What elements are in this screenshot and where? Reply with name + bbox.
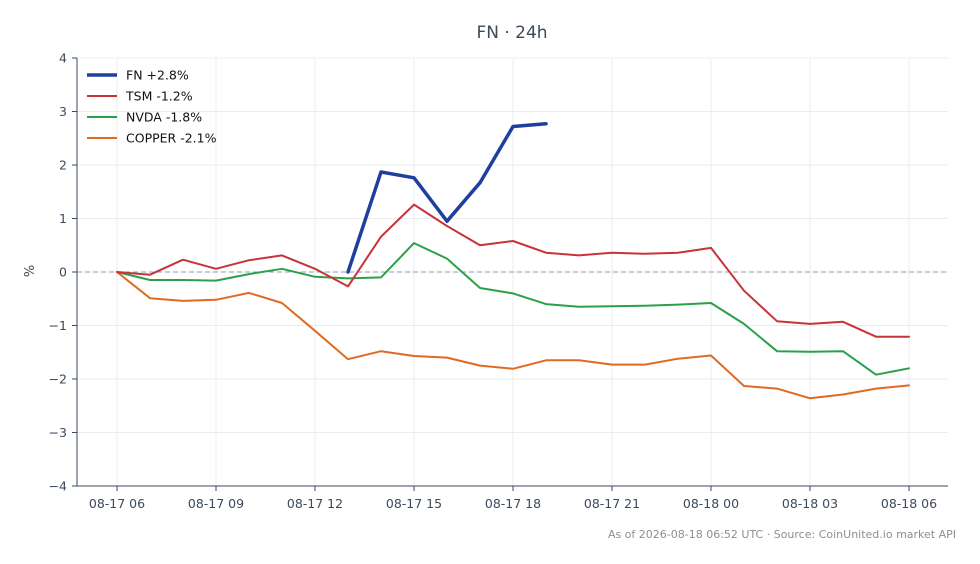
series-line-copper [116,271,910,400]
y-axis-label: % [23,265,38,277]
x-tick-label: 08-17 12 [287,496,343,511]
series-line-fn [346,122,548,274]
y-tick-label: 1 [59,211,67,226]
chart-title: FN · 24h [476,23,547,43]
x-tick-label: 08-17 18 [485,496,541,511]
y-tick-label: −3 [49,425,67,440]
y-tick-label: −2 [49,372,67,387]
source-footer: As of 2026-08-18 06:52 UTC · Source: Coi… [608,528,956,541]
x-tick-label: 08-17 15 [386,496,442,511]
y-axis-ticks: 4 3 2 1 0 −1 −2 −3 −4 [49,51,77,494]
y-tick-label: 3 [59,104,67,119]
y-tick-label: 0 [59,265,67,280]
y-tick-label: 2 [59,158,67,173]
series-lines [116,122,910,400]
series-line-nvda [116,242,910,376]
x-tick-label: 08-17 06 [89,496,145,511]
x-tick-label: 08-17 09 [188,496,244,511]
legend-label-fn: FN +2.8% [126,68,189,83]
x-tick-label: 08-18 06 [881,496,937,511]
x-tick-label: 08-18 03 [782,496,838,511]
y-tick-label: −1 [49,318,67,333]
legend-label-nvda: NVDA -1.8% [126,110,202,125]
series-line-tsm [116,203,910,338]
y-tick-label: 4 [59,51,67,66]
x-tick-label: 08-17 21 [584,496,640,511]
legend-label-tsm: TSM -1.2% [125,89,193,104]
legend: FN +2.8% TSM -1.2% NVDA -1.8% COPPER -2.1% [87,68,217,146]
y-tick-label: −4 [49,479,67,494]
x-axis-ticks: 08-17 06 08-17 09 08-17 12 08-17 15 08-17 18… [89,486,937,511]
x-tick-label: 08-18 00 [683,496,739,511]
legend-label-copper: COPPER -2.1% [126,131,217,146]
